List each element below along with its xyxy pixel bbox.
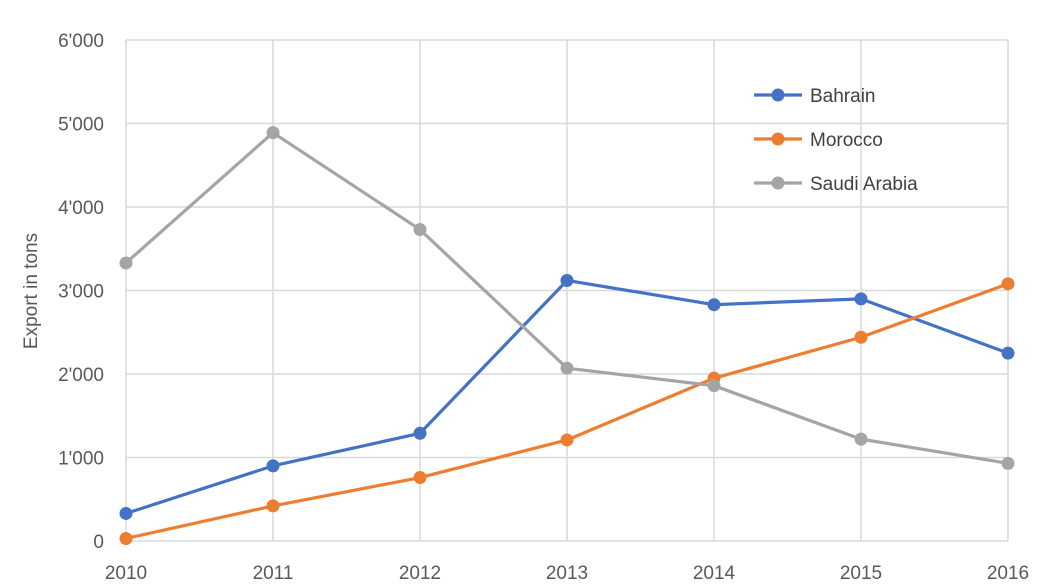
- y-tick-label: 4'000: [58, 198, 104, 219]
- legend-swatch-marker: [771, 88, 785, 102]
- data-point: [854, 292, 868, 306]
- series-saudi-arabia: [119, 126, 1015, 470]
- legend-item: Morocco: [754, 130, 883, 151]
- data-point: [854, 330, 868, 344]
- series-bahrain: [119, 273, 1015, 520]
- y-tick-label: 6'000: [58, 31, 104, 52]
- y-tick-label: 0: [93, 532, 104, 553]
- data-point: [560, 361, 574, 375]
- data-point: [707, 379, 721, 393]
- y-tick-label: 3'000: [58, 282, 104, 303]
- data-point: [266, 126, 280, 140]
- data-point: [560, 433, 574, 447]
- data-point: [266, 459, 280, 473]
- y-tick-label: 2'000: [58, 365, 104, 386]
- legend-label: Bahrain: [810, 86, 876, 107]
- data-point: [1001, 277, 1015, 291]
- legend-label: Morocco: [810, 130, 883, 151]
- x-tick-label: 2014: [693, 563, 736, 584]
- x-tick-label: 2016: [987, 563, 1029, 584]
- legend-item: Saudi Arabia: [754, 174, 918, 195]
- legend-swatch-marker: [771, 176, 785, 190]
- data-point: [560, 273, 574, 287]
- data-point: [119, 506, 133, 520]
- y-tick-label: 5'000: [58, 115, 104, 136]
- series-morocco: [119, 277, 1015, 545]
- legend-label: Saudi Arabia: [810, 174, 918, 195]
- data-point: [854, 432, 868, 446]
- x-tick-label: 2012: [399, 563, 441, 584]
- series: [119, 126, 1015, 545]
- data-point: [413, 426, 427, 440]
- data-point: [266, 499, 280, 513]
- y-axis-title: Export in tons: [21, 233, 42, 349]
- data-point: [707, 298, 721, 312]
- legend: Bahrain Morocco Saudi Arabia: [754, 86, 918, 195]
- data-point: [1001, 456, 1015, 470]
- legend-item: Bahrain: [754, 86, 876, 107]
- data-point: [1001, 346, 1015, 360]
- axes: 0 1'000 2'000 3'000 4'000 5'000 6'000 2010 2011 2…: [58, 31, 1029, 584]
- grid: [125, 39, 1009, 542]
- x-tick-label: 2013: [546, 563, 588, 584]
- data-point: [413, 223, 427, 237]
- data-point: [119, 256, 133, 270]
- legend-swatch-marker: [771, 132, 785, 146]
- x-tick-label: 2010: [105, 563, 147, 584]
- data-point: [413, 471, 427, 485]
- data-point: [119, 531, 133, 545]
- y-tick-label: 1'000: [58, 449, 104, 470]
- x-tick-label: 2015: [840, 563, 882, 584]
- x-tick-label: 2011: [253, 563, 294, 584]
